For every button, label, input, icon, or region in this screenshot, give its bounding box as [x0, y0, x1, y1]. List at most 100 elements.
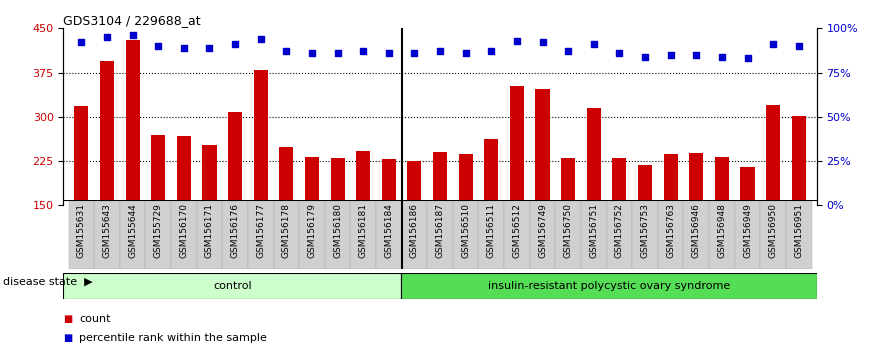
Text: GSM155644: GSM155644: [128, 204, 137, 258]
Bar: [305, 157, 319, 294]
Bar: [529, 200, 555, 269]
Bar: [381, 159, 396, 294]
Bar: [581, 200, 607, 269]
Point: [279, 48, 293, 54]
Bar: [402, 200, 427, 269]
Text: GSM156753: GSM156753: [640, 204, 649, 258]
Bar: [587, 108, 601, 294]
Bar: [356, 151, 370, 294]
Text: GSM156187: GSM156187: [435, 204, 445, 258]
Point: [587, 41, 601, 47]
Bar: [330, 158, 344, 294]
Text: GSM156948: GSM156948: [717, 204, 727, 258]
Bar: [427, 200, 453, 269]
Bar: [196, 200, 222, 269]
Bar: [228, 112, 242, 294]
Bar: [459, 154, 473, 294]
Bar: [561, 158, 575, 294]
Point: [536, 40, 550, 45]
Text: GSM156186: GSM156186: [410, 204, 419, 258]
Bar: [760, 200, 786, 269]
Point: [561, 48, 575, 54]
Bar: [376, 200, 402, 269]
Point: [714, 54, 729, 59]
Text: GSM156751: GSM156751: [589, 204, 598, 258]
Text: GSM156949: GSM156949: [743, 204, 752, 258]
Point: [228, 41, 242, 47]
Text: GDS3104 / 229688_at: GDS3104 / 229688_at: [63, 14, 201, 27]
Bar: [735, 200, 760, 269]
Bar: [177, 136, 191, 294]
Bar: [433, 152, 447, 294]
Bar: [145, 200, 171, 269]
Point: [74, 40, 88, 45]
Bar: [203, 145, 217, 294]
Text: percentile rank within the sample: percentile rank within the sample: [79, 333, 267, 343]
Point: [254, 36, 268, 42]
Bar: [100, 61, 114, 294]
Text: GSM156946: GSM156946: [692, 204, 700, 258]
Bar: [273, 200, 300, 269]
Text: count: count: [79, 314, 111, 324]
Bar: [126, 40, 140, 294]
Bar: [510, 86, 524, 294]
Point: [152, 43, 166, 49]
Text: GSM156170: GSM156170: [180, 204, 189, 258]
Bar: [478, 200, 504, 269]
Point: [356, 48, 370, 54]
Bar: [401, 273, 817, 299]
Text: GSM155643: GSM155643: [102, 204, 112, 258]
Bar: [766, 105, 781, 294]
Bar: [351, 200, 376, 269]
Bar: [504, 200, 529, 269]
Bar: [684, 200, 709, 269]
Text: control: control: [213, 281, 252, 291]
Text: GSM155729: GSM155729: [153, 204, 163, 258]
Text: GSM156176: GSM156176: [231, 204, 240, 258]
Bar: [638, 165, 652, 294]
Point: [407, 50, 421, 56]
Text: GSM156180: GSM156180: [333, 204, 342, 258]
Bar: [94, 200, 120, 269]
Bar: [714, 157, 729, 294]
Text: GSM155631: GSM155631: [77, 204, 85, 258]
Text: insulin-resistant polycystic ovary syndrome: insulin-resistant polycystic ovary syndr…: [488, 281, 730, 291]
Bar: [152, 135, 166, 294]
Text: GSM156511: GSM156511: [487, 204, 496, 258]
Bar: [300, 200, 325, 269]
Text: GSM156763: GSM156763: [666, 204, 675, 258]
Bar: [786, 200, 811, 269]
Point: [305, 50, 319, 56]
Text: ■: ■: [63, 333, 72, 343]
Text: GSM156177: GSM156177: [256, 204, 265, 258]
Bar: [69, 200, 94, 269]
Point: [792, 43, 806, 49]
Bar: [709, 200, 735, 269]
Text: GSM156178: GSM156178: [282, 204, 291, 258]
Text: GSM156750: GSM156750: [564, 204, 573, 258]
Bar: [536, 88, 550, 294]
Point: [638, 54, 652, 59]
Point: [740, 56, 754, 61]
Text: GSM156749: GSM156749: [538, 204, 547, 258]
Point: [381, 50, 396, 56]
Text: GSM156950: GSM156950: [768, 204, 778, 258]
Text: GSM156752: GSM156752: [615, 204, 624, 258]
Text: GSM156171: GSM156171: [205, 204, 214, 258]
Text: GSM156951: GSM156951: [795, 204, 803, 258]
Bar: [63, 273, 401, 299]
Point: [330, 50, 344, 56]
Point: [459, 50, 473, 56]
Bar: [612, 158, 626, 294]
Bar: [407, 161, 421, 294]
Point: [100, 34, 114, 40]
Text: GSM156510: GSM156510: [461, 204, 470, 258]
Point: [433, 48, 447, 54]
Bar: [555, 200, 581, 269]
Text: GSM156181: GSM156181: [359, 204, 367, 258]
Text: GSM156512: GSM156512: [513, 204, 522, 258]
Point: [203, 45, 217, 51]
Bar: [325, 200, 351, 269]
Bar: [607, 200, 633, 269]
Bar: [740, 167, 754, 294]
